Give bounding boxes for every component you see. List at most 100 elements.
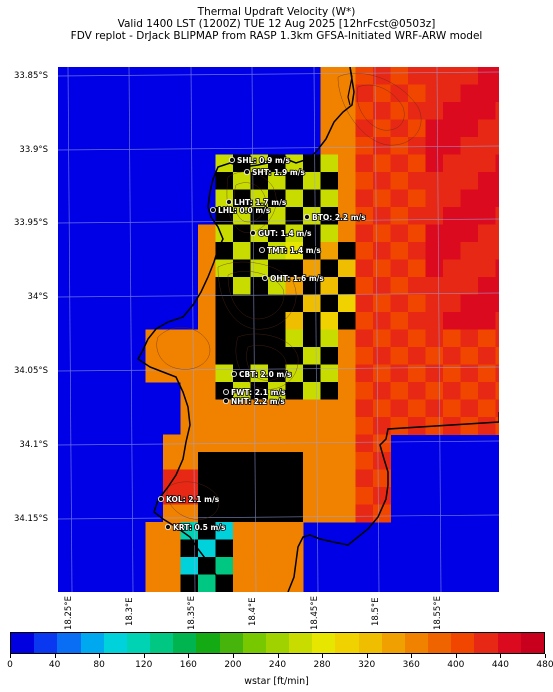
colorbar-swatch	[520, 633, 544, 653]
grid-cell	[250, 399, 269, 418]
grid-cell	[303, 382, 321, 400]
grid-cell	[408, 364, 426, 383]
grid-cell	[320, 137, 339, 155]
station-dot[interactable]	[209, 206, 216, 213]
grid-cell	[233, 539, 251, 558]
grid-cell	[478, 154, 496, 173]
station-label: LHT: 1.7 m/s	[234, 198, 287, 207]
station-dot[interactable]	[228, 157, 235, 164]
grid-cell	[443, 417, 461, 435]
station-dot[interactable]	[165, 523, 172, 530]
grid-cell	[355, 277, 374, 295]
grid-cell	[355, 242, 374, 260]
grid-cell	[478, 277, 496, 295]
grid-cell	[425, 172, 444, 190]
grid-cell	[425, 347, 444, 365]
station-dot[interactable]	[158, 495, 165, 502]
grid-cell	[478, 119, 496, 138]
grid-cell	[408, 277, 426, 295]
grid-cell	[268, 312, 286, 330]
grid-cell	[390, 67, 409, 85]
grid-cell	[320, 102, 339, 120]
grid-cell	[355, 382, 374, 400]
station-dot[interactable]	[303, 213, 310, 220]
grid-cell	[373, 172, 391, 190]
grid-cell	[495, 347, 499, 365]
station-dot[interactable]	[258, 246, 265, 253]
grid-cell	[320, 242, 339, 260]
lat-label: 34°S	[27, 292, 48, 302]
grid-cell	[320, 434, 339, 453]
station-dot[interactable]	[225, 198, 232, 205]
grid-cell	[460, 382, 479, 400]
grid-cell	[425, 259, 444, 278]
grid-cell	[408, 329, 426, 348]
grid-cell	[338, 364, 356, 383]
grid-cell	[338, 119, 356, 138]
grid-cell	[338, 382, 356, 400]
station-label: CBT: 2.0 m/s	[239, 370, 292, 379]
station-dot[interactable]	[222, 388, 229, 395]
grid-cell	[215, 154, 234, 173]
station-dot[interactable]	[249, 229, 256, 236]
colorbar-tick-mark	[411, 654, 413, 658]
station-dot[interactable]	[261, 274, 268, 281]
grid-cell	[285, 207, 304, 225]
grid-cell	[338, 329, 356, 348]
grid-cell	[285, 189, 304, 208]
grid-cell	[478, 84, 496, 103]
grid-cell	[338, 294, 356, 313]
grid-cell	[320, 119, 339, 138]
chart-subtitle-valid-time: Valid 1400 LST (1200Z) TUE 12 Aug 2025 […	[117, 18, 436, 30]
grid-cell	[320, 417, 339, 435]
station-dot[interactable]	[230, 370, 237, 377]
grid-cell	[163, 487, 181, 505]
grid-cell	[320, 504, 339, 523]
lon-label: 18.35°E	[187, 596, 197, 630]
grid-cell	[390, 224, 409, 243]
colorbar-tick-label: 280	[313, 660, 331, 670]
grid-cell	[303, 504, 321, 523]
grid-cell	[355, 294, 374, 313]
grid-cell	[338, 469, 356, 488]
grid-cell	[495, 259, 499, 278]
station-dot[interactable]	[222, 397, 229, 404]
grid-cell	[478, 102, 496, 120]
lat-label: 33.85°S	[14, 71, 48, 81]
grid-cell	[355, 399, 374, 418]
grid-cell	[425, 329, 444, 348]
grid-cell	[355, 67, 374, 85]
grid-cell	[180, 574, 199, 592]
grid-cell	[408, 382, 426, 400]
grid-cell	[355, 469, 374, 488]
grid-cell	[495, 242, 499, 260]
thermal-map[interactable]: SHL: 0.9 m/s SHT: 1.9 m/s LHT: 1.7 m/sLHL:…	[58, 67, 499, 592]
grid-cell	[408, 207, 426, 225]
grid-cell	[320, 277, 339, 295]
colorbar-tick-label: 240	[268, 660, 287, 670]
station-dot[interactable]	[243, 169, 250, 176]
grid-cell	[198, 259, 216, 278]
grid-cell	[320, 172, 339, 190]
grid-cell	[285, 399, 304, 418]
grid-cell	[390, 329, 409, 348]
station-label: KOL: 2.1 m/s	[166, 495, 220, 504]
grid-cell	[303, 417, 321, 435]
lon-label: 18.25°E	[64, 596, 74, 630]
grid-cell	[460, 172, 479, 190]
grid-cell	[320, 347, 339, 365]
grid-cell	[460, 207, 479, 225]
grid-cell	[233, 382, 251, 400]
grid-cell	[198, 347, 216, 365]
grid-cell	[198, 487, 216, 505]
grid-cell	[233, 452, 251, 470]
grid-cell	[285, 172, 304, 190]
grid-cell	[355, 347, 374, 365]
grid-cell	[303, 242, 321, 260]
grid-cell	[495, 364, 499, 383]
grid-cell	[285, 522, 304, 540]
grid-cell	[373, 84, 391, 103]
colorbar-swatch	[173, 633, 197, 653]
grid-cell	[163, 347, 181, 365]
grid-cell	[180, 364, 199, 383]
